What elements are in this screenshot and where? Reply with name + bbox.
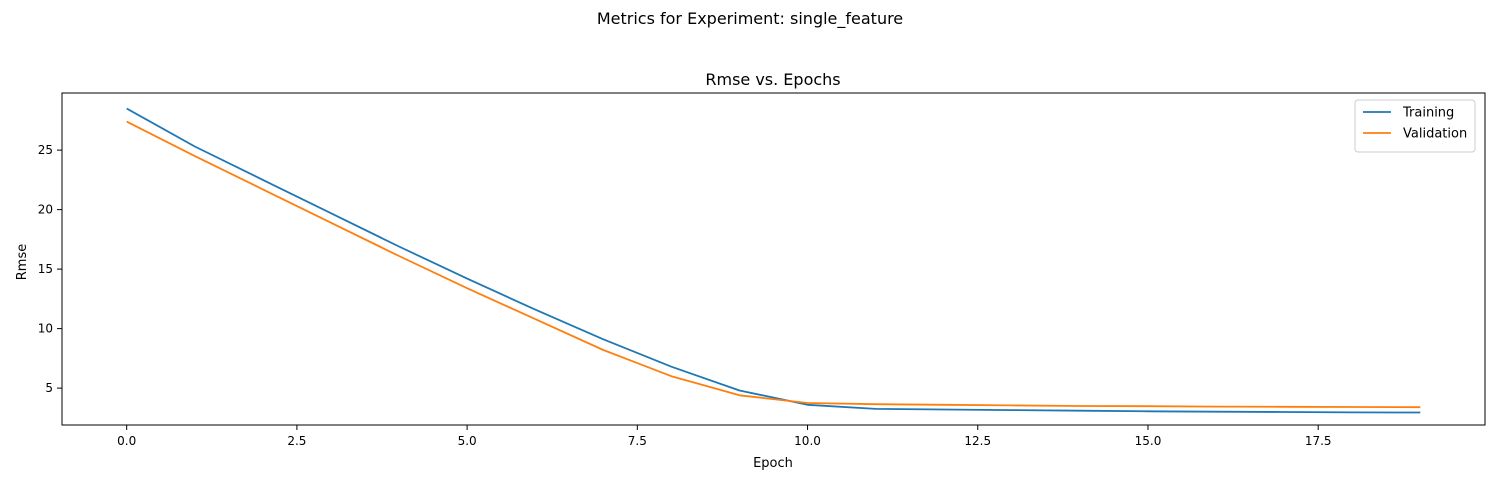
y-tick-label: 15 xyxy=(38,262,53,276)
x-tick-label: 2.5 xyxy=(287,434,306,448)
chart-title: Rmse vs. Epochs xyxy=(705,70,840,89)
series-line-training xyxy=(126,107,1421,414)
legend-label-training: Training xyxy=(1402,106,1454,121)
plot-frame xyxy=(61,92,1486,426)
figure-suptitle: Metrics for Experiment: single_feature xyxy=(597,9,903,29)
x-axis-label: Epoch xyxy=(753,456,793,471)
x-tick-label: 10.0 xyxy=(794,434,821,448)
plot-area: 0.0 2.5 5.0 7.5 10.0 12.5 15.0 17.5 5 10 15 20 25 xyxy=(38,92,1486,448)
x-tick-label: 5.0 xyxy=(458,434,477,448)
x-tick-label: 0.0 xyxy=(117,434,136,448)
x-tick-label: 15.0 xyxy=(1135,434,1162,448)
x-tick-label: 12.5 xyxy=(964,434,991,448)
legend-label-validation: Validation xyxy=(1403,127,1467,142)
y-axis-label: Rmse xyxy=(15,244,30,280)
y-tick-label: 20 xyxy=(38,203,53,217)
legend-box xyxy=(1354,99,1476,153)
y-tick-label: 5 xyxy=(45,381,53,395)
series-line-validation xyxy=(126,120,1421,409)
x-tick-label: 17.5 xyxy=(1305,434,1332,448)
x-tick-label: 7.5 xyxy=(628,434,647,448)
y-tick-label: 25 xyxy=(38,143,53,157)
y-tick-label: 10 xyxy=(38,322,53,336)
legend: Training Validation xyxy=(1354,99,1476,153)
